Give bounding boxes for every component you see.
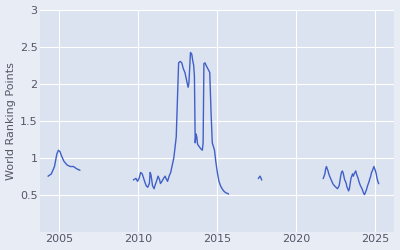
Y-axis label: World Ranking Points: World Ranking Points: [6, 62, 16, 180]
